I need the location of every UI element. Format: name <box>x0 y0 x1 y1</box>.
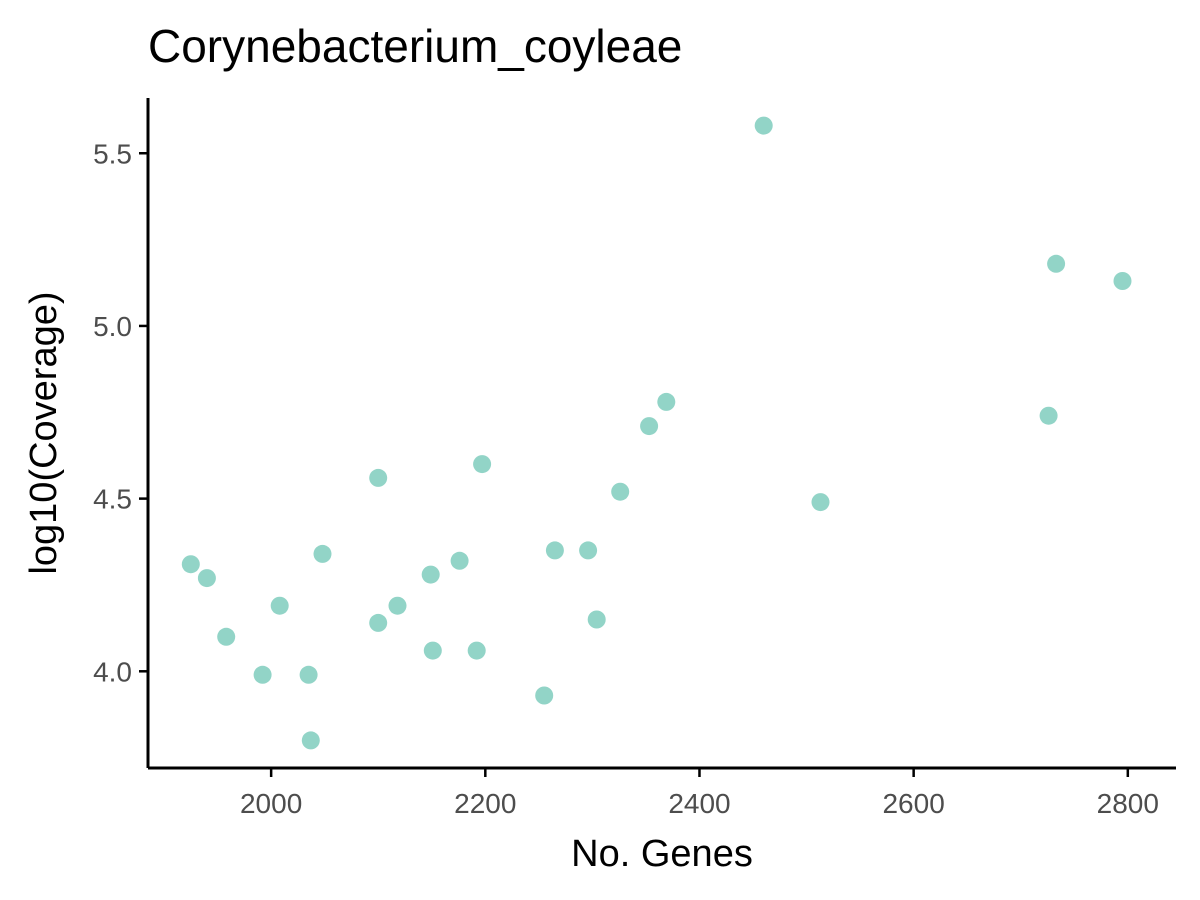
data-point-20 <box>588 611 606 629</box>
data-point-7 <box>302 731 320 749</box>
data-point-2 <box>198 569 216 587</box>
x-tick-label: 2000 <box>240 788 302 819</box>
y-axis-ticks: 4.0 4.5 5.0 5.5 <box>93 138 148 687</box>
data-point-24 <box>755 117 773 135</box>
x-axis-ticks: 2000 2200 2400 2600 2800 <box>240 768 1159 819</box>
data-point-15 <box>468 642 486 660</box>
data-point-27 <box>1047 255 1065 273</box>
data-point-23 <box>657 393 675 411</box>
x-tick-label: 2800 <box>1097 788 1159 819</box>
x-tick-label: 2600 <box>882 788 944 819</box>
data-point-8 <box>314 545 332 563</box>
data-point-10 <box>369 614 387 632</box>
data-point-5 <box>271 597 289 615</box>
y-tick-label: 5.5 <box>93 138 132 169</box>
x-axis-label: No. Genes <box>571 833 753 875</box>
x-tick-label: 2400 <box>668 788 730 819</box>
data-point-18 <box>546 541 564 559</box>
data-point-13 <box>424 642 442 660</box>
y-tick-label: 4.0 <box>93 656 132 687</box>
y-tick-label: 4.5 <box>93 484 132 515</box>
data-point-3 <box>217 628 235 646</box>
data-point-4 <box>254 666 272 684</box>
y-axis-label: log10(Coverage) <box>23 291 65 574</box>
data-point-11 <box>389 597 407 615</box>
data-point-22 <box>640 417 658 435</box>
data-point-26 <box>1040 407 1058 425</box>
data-point-12 <box>422 566 440 584</box>
data-point-14 <box>451 552 469 570</box>
data-point-1 <box>182 555 200 573</box>
x-tick-label: 2200 <box>454 788 516 819</box>
data-point-9 <box>369 469 387 487</box>
data-point-19 <box>579 541 597 559</box>
data-point-25 <box>812 493 830 511</box>
points-layer <box>182 117 1132 750</box>
data-point-6 <box>300 666 318 684</box>
y-tick-label: 5.0 <box>93 311 132 342</box>
data-point-16 <box>473 455 491 473</box>
chart-title: Corynebacterium_coyleae <box>148 20 682 72</box>
data-point-21 <box>611 483 629 501</box>
data-point-17 <box>535 687 553 705</box>
data-point-28 <box>1114 272 1132 290</box>
